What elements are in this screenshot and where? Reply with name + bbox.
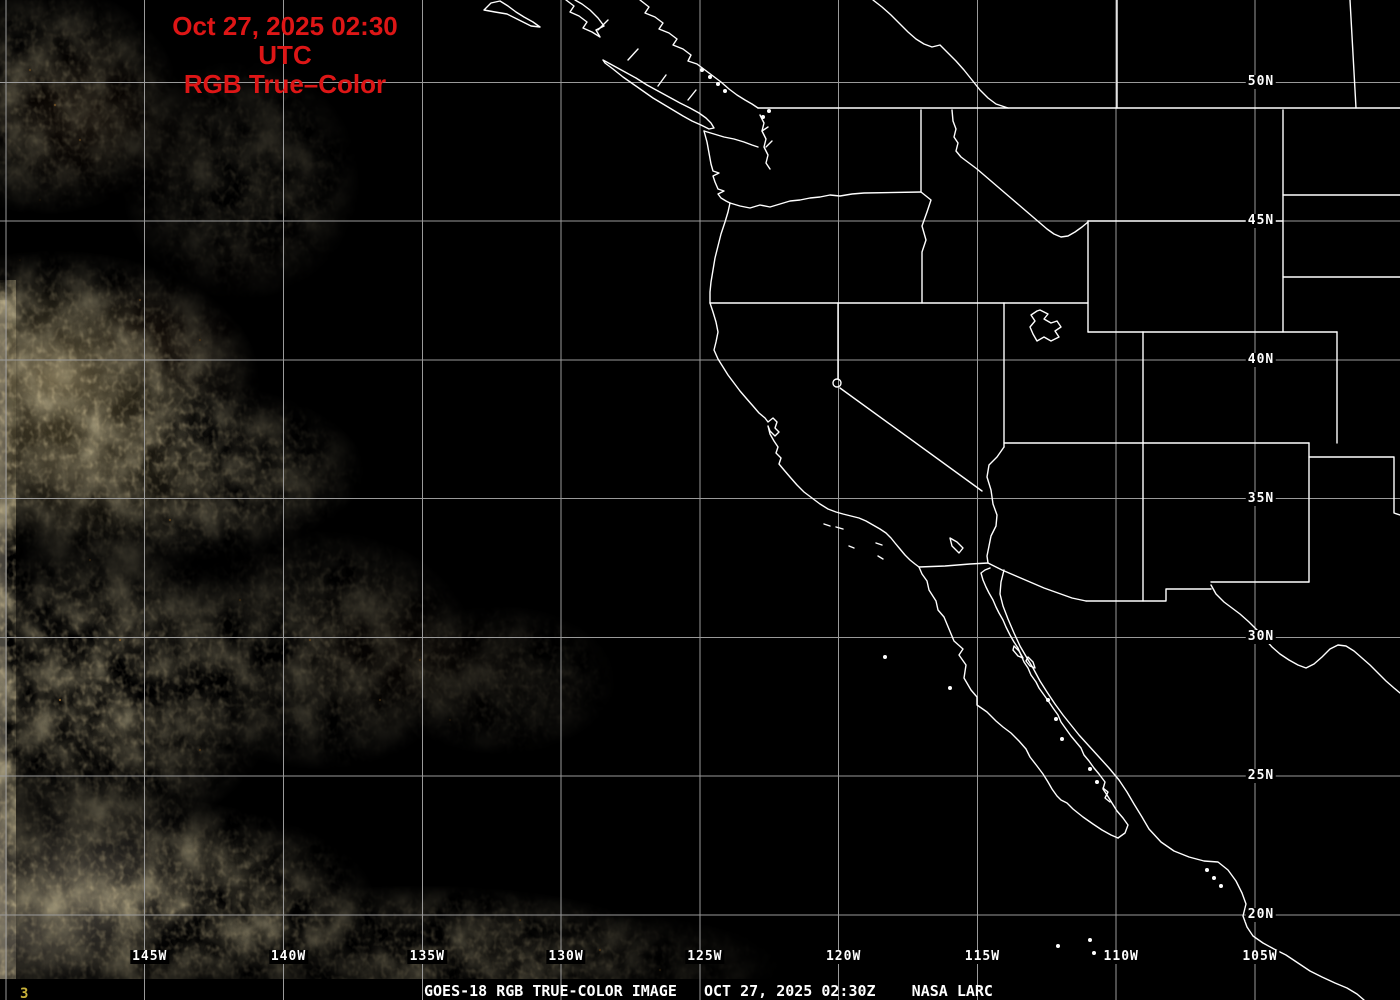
image-caption: GOES-18 RGB TRUE-COLOR IMAGE OCT 27, 202…: [424, 982, 993, 1000]
latitude-label: 50N: [1245, 74, 1277, 90]
cloud-sparks: [18, 68, 662, 972]
coastline-border-layer: [483, 0, 1400, 1000]
timestamp-title: Oct 27, 2025 02:30 UTC RGB True–Color: [150, 12, 420, 99]
cloud-layer: [0, 0, 760, 1000]
nm-mx-border: [1085, 588, 1212, 602]
puget-sound: [759, 114, 771, 170]
us-mx-border-west: [918, 562, 989, 568]
gulf-islet-3: [1060, 737, 1064, 741]
longitude-label: 140W: [268, 949, 309, 964]
timestamp-line: Oct 27, 2025 02:30 UTC: [172, 11, 398, 70]
vancouver-island: [602, 59, 715, 130]
lake-tahoe: [832, 378, 842, 388]
cedros-island: [948, 686, 952, 690]
revillagigedo-1: [1056, 944, 1060, 948]
guadalupe-island: [883, 655, 887, 659]
gulf-island-4: [723, 89, 727, 93]
haida-gwaii-coast: [483, 0, 541, 28]
isla-angel-guarda: [1012, 645, 1024, 659]
longitude-label: 145W: [130, 949, 170, 964]
latitude-label: 30N: [1245, 629, 1277, 645]
corner-mark: 3: [20, 986, 29, 1000]
california-coast: [709, 302, 920, 568]
la-paz-bay: [1102, 787, 1111, 803]
gulf-islet-4: [1088, 767, 1092, 771]
longitude-label: 135W: [407, 949, 447, 964]
great-salt-lake: [1029, 309, 1062, 342]
san-juan-island: [767, 109, 771, 113]
or-id-border: [920, 191, 932, 304]
baja-east-coast: [980, 567, 1129, 839]
latitude-label: 35N: [1245, 490, 1277, 506]
colorado-river: [986, 446, 1005, 564]
mexico-mainland-coast: [999, 569, 1365, 1000]
baja-west-coast: [918, 566, 1119, 839]
fjord-3: [657, 74, 667, 87]
isla-tiburon: [1025, 656, 1036, 669]
product-line: RGB True–Color: [183, 69, 387, 99]
latitude-label: 20N: [1245, 907, 1277, 922]
islas-marias-1: [1205, 868, 1209, 872]
fjord-2: [627, 48, 639, 61]
tx-ok-panhandle: [1308, 456, 1400, 516]
channel-island-1: [823, 523, 831, 527]
rio-grande: [1210, 584, 1400, 694]
latitude-label: 40N: [1245, 351, 1277, 367]
revillagigedo-2: [1088, 938, 1092, 942]
gulf-island-2: [708, 75, 712, 79]
islas-marias-2: [1212, 876, 1216, 880]
puget-branch-2: [765, 140, 773, 148]
washington-coast: [703, 130, 731, 204]
channel-island-5: [877, 555, 884, 560]
channel-island-4: [875, 542, 883, 546]
latitude-label: 45N: [1245, 213, 1277, 229]
islas-marias-3: [1219, 884, 1223, 888]
gulf-island-1: [700, 68, 704, 72]
longitude-label: 130W: [546, 949, 586, 964]
salton-sea: [949, 537, 964, 554]
gulf-islet-1: [1046, 698, 1050, 702]
wa-or-border: [729, 191, 922, 209]
fjord-4: [687, 89, 697, 101]
channel-island-3: [848, 545, 855, 549]
juan-de-fuca-south-shore: [703, 130, 759, 148]
bc-mainland-coast: [639, 0, 759, 109]
gulf-islet-5: [1095, 780, 1099, 784]
channel-island-2: [835, 526, 844, 530]
mt-id-border: [951, 109, 1089, 238]
longitude-label: 120W: [823, 949, 864, 964]
fjord-1: [597, 19, 609, 31]
revillagigedo-3: [1092, 951, 1096, 955]
bc-outer-islands: [565, 0, 605, 38]
bc-ab-border: [872, 0, 1009, 109]
longitude-label: 125W: [685, 949, 725, 964]
latitude-label: 25N: [1245, 768, 1277, 784]
gulf-islet-2: [1054, 717, 1058, 721]
gulf-island-3: [716, 82, 720, 86]
longitude-label: 110W: [1101, 949, 1141, 964]
ca-nv-border-diagonal: [839, 387, 983, 492]
sk-mb-border: [1349, 0, 1357, 109]
puget-branch-1: [761, 126, 769, 132]
oregon-coast: [709, 202, 731, 304]
longitude-label: 105W: [1240, 949, 1280, 964]
longitude-label: 115W: [962, 949, 1003, 964]
